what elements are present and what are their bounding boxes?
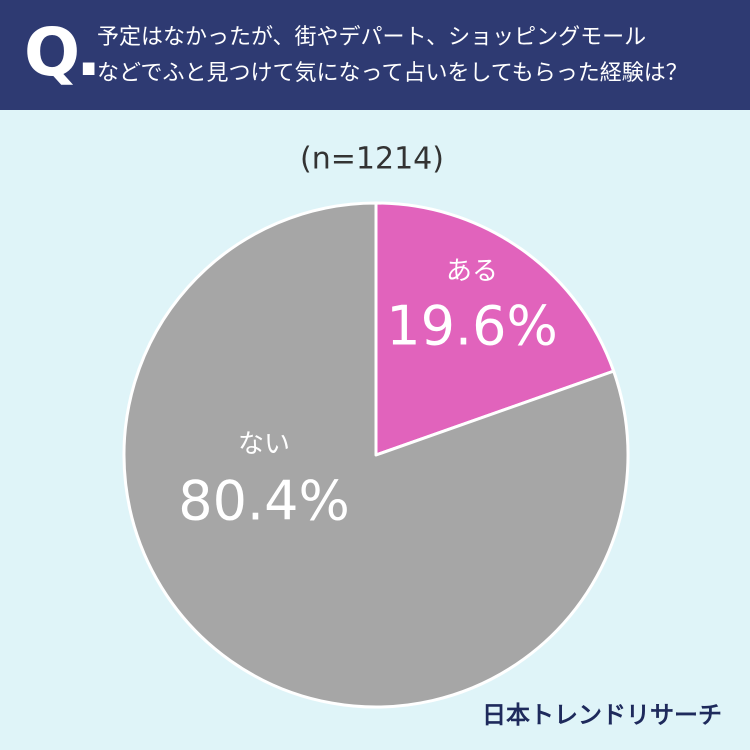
slice-category: ある: [446, 257, 498, 287]
header: Q. 予定はなかったが、街やデパート、ショッピングモール などでふと見つけて気に…: [0, 0, 750, 110]
chart-title: 予定はなかったが、街やデパート、ショッピングモール などでふと見つけて気になって…: [97, 25, 688, 86]
slice-category: ない: [238, 430, 290, 460]
slice-value-label: 19.6%: [386, 295, 558, 358]
source: 日本トレンドリサーチ: [482, 701, 722, 729]
question-badge: Q.: [24, 14, 101, 91]
pie-slice: [122, 201, 630, 709]
chart-subtitle: (n=1214): [300, 142, 444, 177]
slice-value-label: 80.4%: [178, 470, 350, 533]
